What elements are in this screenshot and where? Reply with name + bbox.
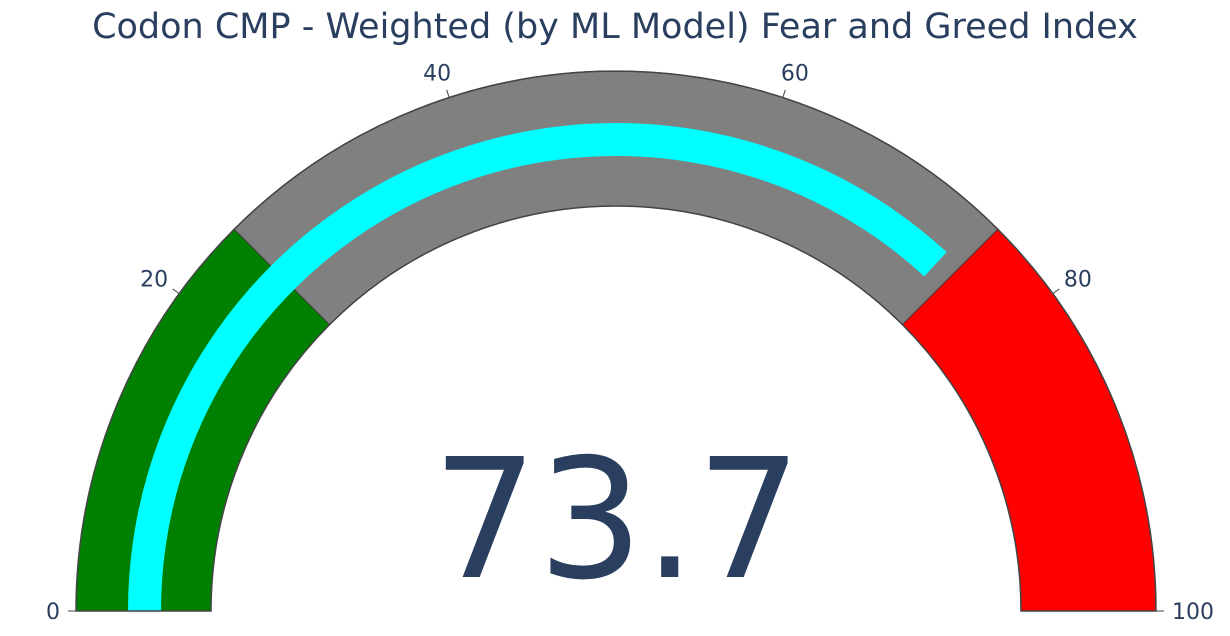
gauge-tick-label-80: 80 bbox=[1064, 267, 1092, 292]
gauge-outline bbox=[75, 70, 1157, 612]
gauge-step-1 bbox=[233, 70, 999, 326]
gauge-tick-mark-60 bbox=[782, 89, 786, 98]
gauge-tick-label-100: 100 bbox=[1172, 600, 1214, 625]
gauge-tick-mark-20 bbox=[172, 288, 180, 295]
gauge-tick-mark-40 bbox=[446, 89, 450, 98]
chart-title: Codon CMP - Weighted (by ML Model) Fear … bbox=[92, 7, 1138, 47]
gauge-step-2 bbox=[901, 228, 1157, 612]
gauge-tick-label-20: 20 bbox=[140, 267, 168, 292]
gauge-tick-label-0: 0 bbox=[46, 600, 60, 625]
gauge-value-bar bbox=[128, 123, 947, 612]
gauge-tick-label-60: 60 bbox=[781, 62, 809, 87]
gauge-tick-mark-80 bbox=[1052, 288, 1060, 295]
gauge-value-label: 73.7 bbox=[432, 424, 802, 617]
gauge-ticks: 0 20 40 60 80 100 bbox=[46, 62, 1214, 625]
gauge-tick-label-40: 40 bbox=[423, 62, 451, 87]
